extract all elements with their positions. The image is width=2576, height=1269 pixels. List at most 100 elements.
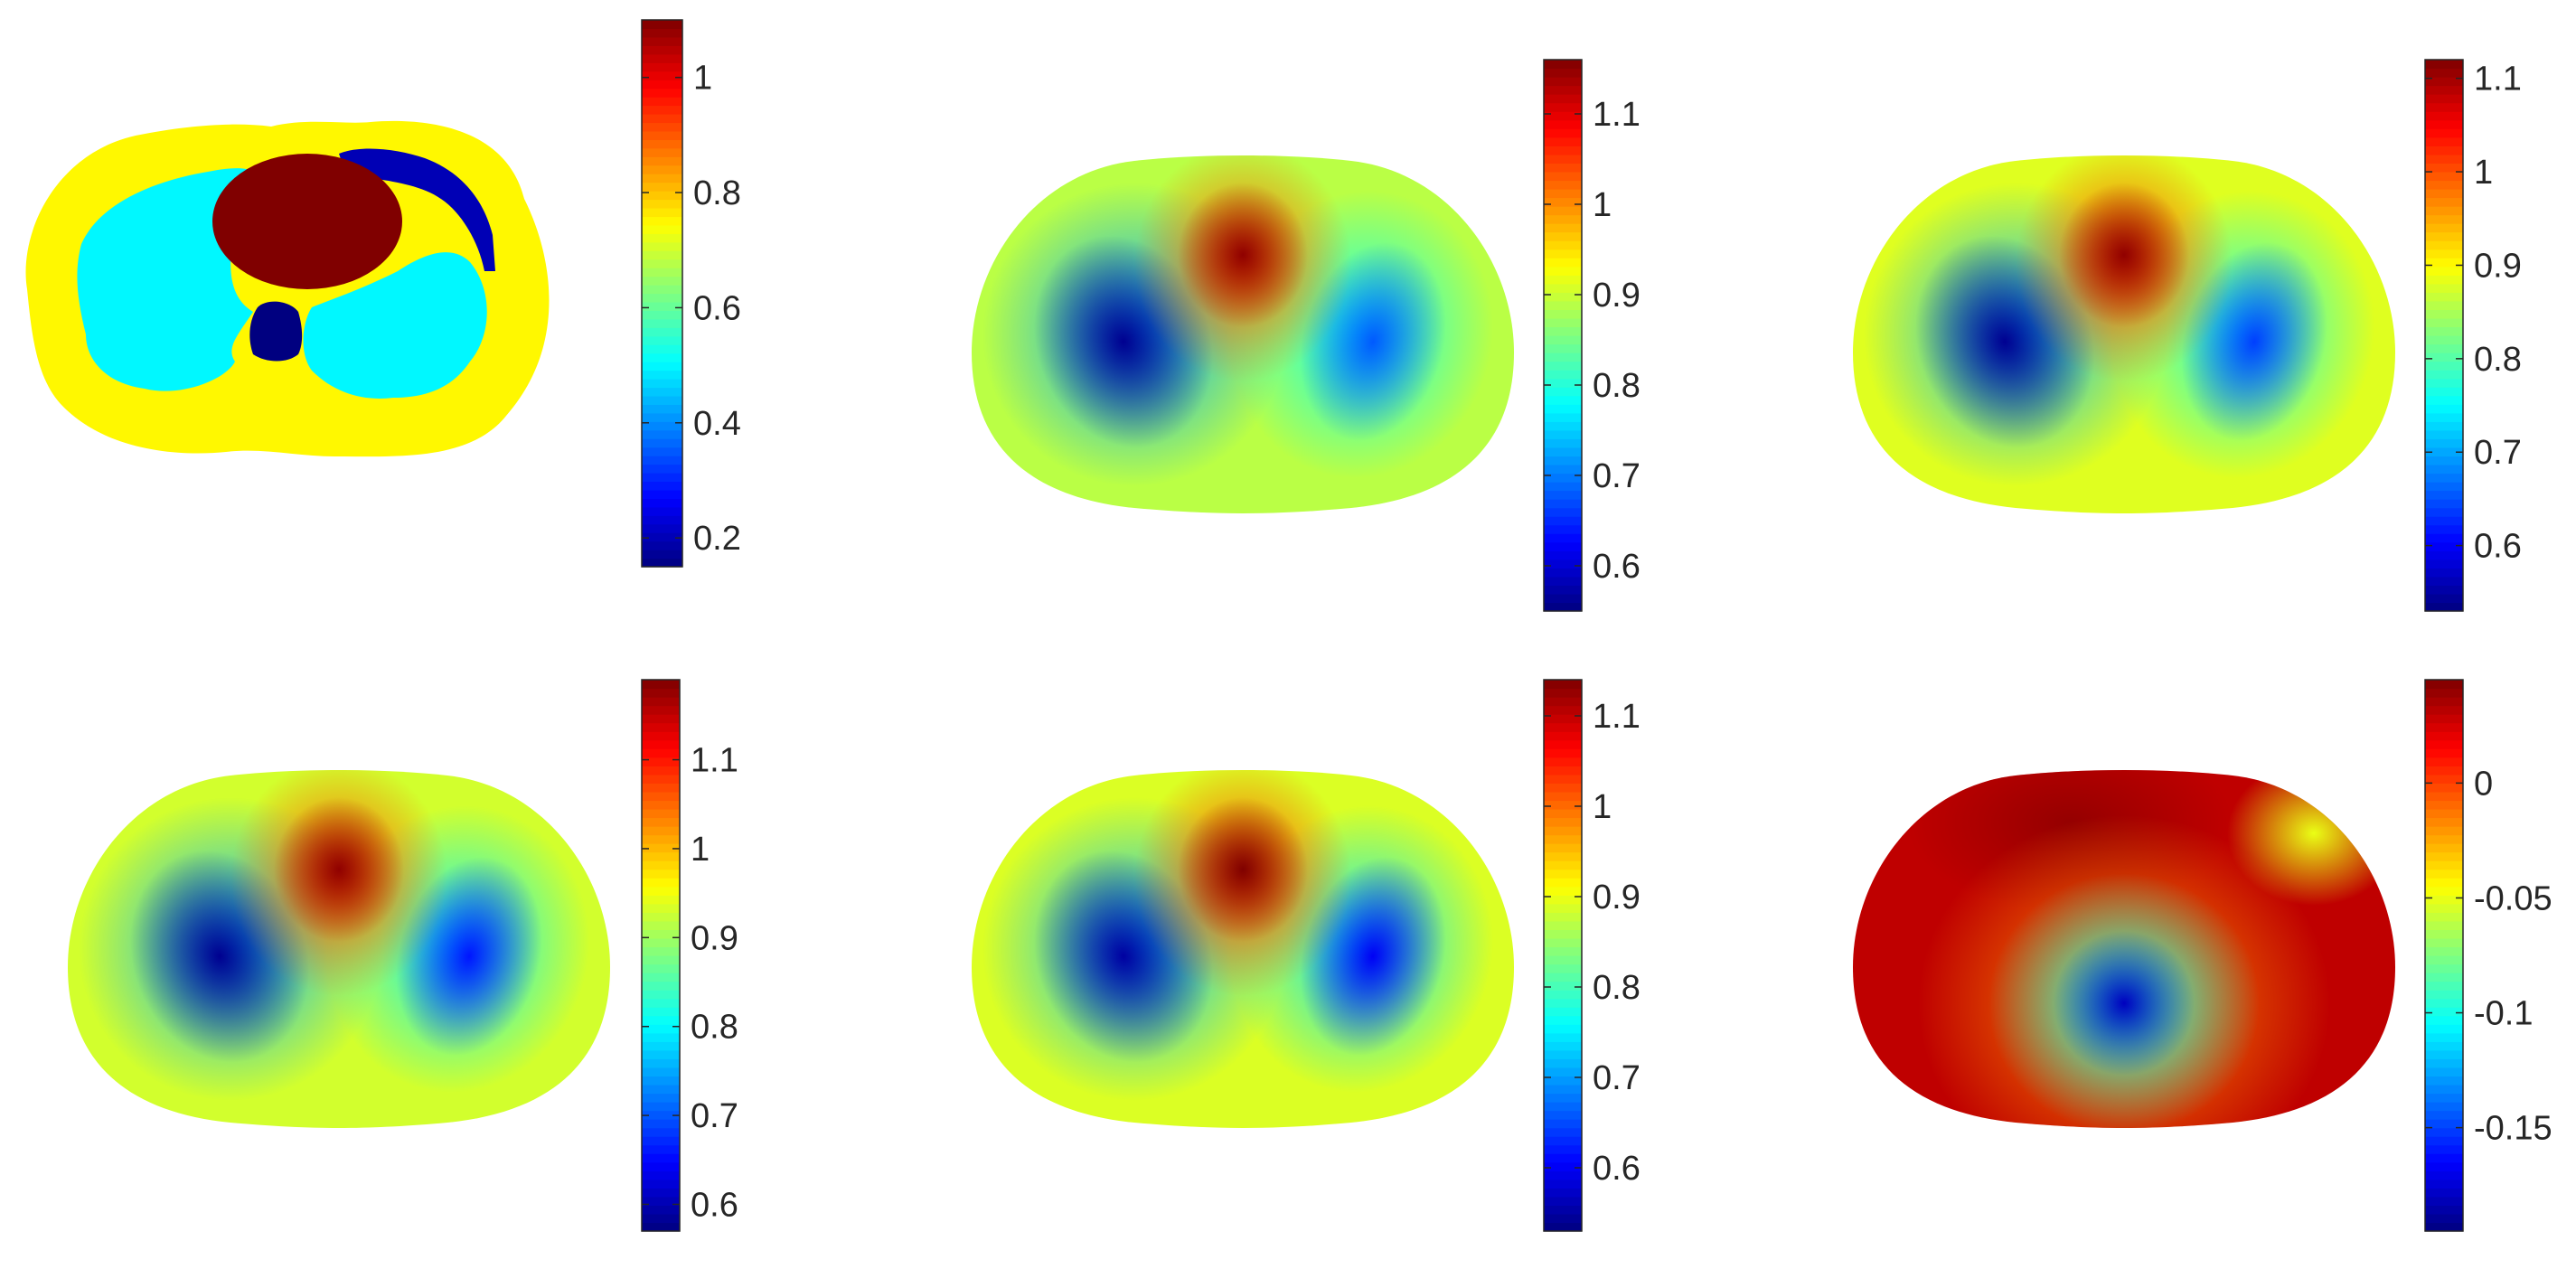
colorbar-band bbox=[1544, 680, 1582, 690]
colorbar-band bbox=[1544, 834, 1582, 844]
colorbar-band bbox=[2425, 266, 2463, 276]
colorbar-band bbox=[2425, 507, 2463, 517]
colorbar-band bbox=[1544, 1015, 1582, 1025]
colorbar-band bbox=[1544, 352, 1582, 362]
colorbar-band bbox=[2425, 903, 2463, 913]
colorbar-band bbox=[1544, 171, 1582, 182]
colorbar-band bbox=[642, 929, 680, 939]
colorbar-band bbox=[2425, 499, 2463, 509]
colorbar-band bbox=[642, 268, 682, 277]
colorbar-band bbox=[642, 523, 682, 533]
colorbar-band bbox=[642, 429, 682, 439]
colorbar-band bbox=[2425, 111, 2463, 121]
colorbar-band bbox=[1544, 817, 1582, 827]
colorbar-band bbox=[1544, 249, 1582, 258]
colorbar-band bbox=[642, 224, 682, 234]
colorbar-band bbox=[2425, 851, 2463, 861]
colorbar-band bbox=[1544, 507, 1582, 517]
colorbar-band bbox=[2425, 920, 2463, 931]
colorbar-band bbox=[2425, 231, 2463, 241]
colorbar-band bbox=[642, 748, 680, 758]
region-outer-dark-blue bbox=[339, 148, 495, 271]
colorbar-band bbox=[1544, 1161, 1582, 1171]
colorbar-band bbox=[642, 1067, 680, 1077]
colorbar-band bbox=[642, 174, 682, 183]
colorbar-band bbox=[642, 147, 682, 157]
colorbar-band bbox=[1544, 533, 1582, 543]
colorbar-band bbox=[642, 1007, 680, 1017]
colorbar-band bbox=[642, 1076, 680, 1086]
colorbar-bottom-right: -0.15 -0.1 -0.05 0 bbox=[2424, 679, 2552, 1232]
colorbar-band bbox=[2425, 585, 2463, 595]
colorbar-tick-label: 1 bbox=[693, 60, 712, 98]
colorbar-band bbox=[642, 344, 682, 354]
colorbar-band bbox=[1544, 404, 1582, 414]
colorbar-band bbox=[1544, 240, 1582, 250]
colorbar-band bbox=[2425, 317, 2463, 328]
colorbar-band bbox=[2425, 524, 2463, 534]
heart-peak bbox=[1178, 183, 1308, 327]
panel-top-middle bbox=[972, 155, 1514, 513]
colorbar-band bbox=[1544, 421, 1582, 431]
colorbar-band bbox=[2425, 937, 2463, 948]
colorbar-band bbox=[1544, 878, 1582, 888]
colorbar-frame bbox=[2424, 59, 2464, 612]
colorbar-band bbox=[1544, 568, 1582, 578]
colorbar-band bbox=[1544, 869, 1582, 879]
colorbar-band bbox=[2425, 206, 2463, 216]
colorbar-band bbox=[2425, 516, 2463, 526]
colorbar-band bbox=[1544, 68, 1582, 78]
colorbar-band bbox=[1544, 1222, 1582, 1232]
colorbar-band bbox=[2425, 843, 2463, 853]
colorbar-band bbox=[2425, 1058, 2463, 1068]
colorbar-band bbox=[2425, 1084, 2463, 1095]
colorbar-band bbox=[642, 28, 682, 38]
colorbar-band bbox=[2425, 197, 2463, 207]
colorbar-band bbox=[1544, 111, 1582, 121]
colorbar-band bbox=[2425, 412, 2463, 422]
colorbar-band bbox=[642, 1179, 680, 1189]
colorbar-band bbox=[642, 878, 680, 888]
region-spine bbox=[249, 301, 303, 362]
colorbar-band bbox=[1544, 85, 1582, 95]
colorbar-band bbox=[1544, 602, 1582, 612]
colorbar-band bbox=[2425, 834, 2463, 844]
colorbar-band bbox=[642, 387, 682, 397]
colorbar-band bbox=[2425, 869, 2463, 879]
colorbar-band bbox=[1544, 851, 1582, 861]
colorbar-band bbox=[2425, 163, 2463, 173]
colorbar-band bbox=[1544, 757, 1582, 766]
colorbar-band bbox=[1544, 593, 1582, 604]
colorbar-band bbox=[2425, 1144, 2463, 1154]
colorbar-band bbox=[1544, 808, 1582, 819]
colorbar-band bbox=[1544, 559, 1582, 569]
colorbar-band bbox=[1544, 524, 1582, 534]
colorbar-band bbox=[1544, 516, 1582, 526]
colorbar-tick-label: 0.6 bbox=[1593, 1150, 1641, 1188]
colorbar-band bbox=[642, 843, 680, 853]
colorbar-band bbox=[2425, 878, 2463, 888]
colorbar-band bbox=[2425, 998, 2463, 1008]
colorbar-band bbox=[642, 481, 682, 491]
heatmap-field bbox=[1853, 770, 2395, 1128]
colorbar-band bbox=[1544, 412, 1582, 422]
colorbar-band bbox=[1544, 937, 1582, 948]
colorbar-bottom-middle: 0.6 0.7 0.8 0.9 1 1.1 bbox=[1543, 679, 1641, 1232]
colorbar-band bbox=[2425, 1119, 2463, 1129]
colorbar-band bbox=[2425, 464, 2463, 475]
colorbar-band bbox=[642, 903, 680, 913]
colorbar-band bbox=[642, 498, 682, 508]
colorbar-band bbox=[642, 446, 682, 456]
colorbar-band bbox=[642, 1084, 680, 1095]
colorbar-tick-label: 0.7 bbox=[1593, 457, 1641, 495]
colorbar-band bbox=[2425, 395, 2463, 405]
panel-top-right bbox=[1853, 155, 2395, 513]
heatmap-segmented bbox=[25, 120, 550, 457]
heart-peak bbox=[2059, 183, 2189, 327]
colorbar-band bbox=[2425, 748, 2463, 758]
colorbar-band bbox=[2425, 77, 2463, 87]
heart-peak bbox=[1178, 797, 1308, 942]
colorbar-band bbox=[1544, 783, 1582, 793]
colorbar-band bbox=[1544, 722, 1582, 732]
colorbar-band bbox=[642, 20, 682, 30]
